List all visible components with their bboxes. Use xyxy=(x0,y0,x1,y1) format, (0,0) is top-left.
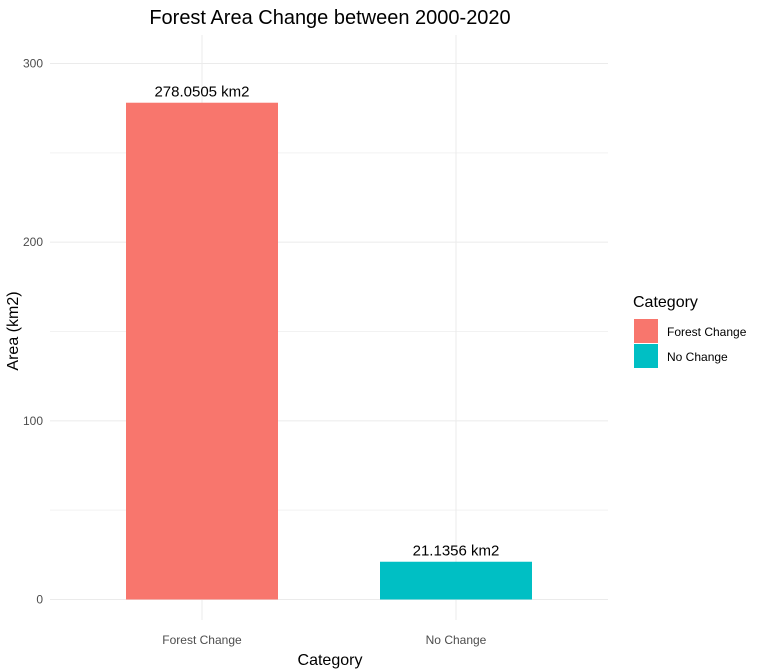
bar-value-label: 21.1356 km2 xyxy=(413,543,500,560)
legend-title: Category xyxy=(633,294,698,311)
y-tick-label: 100 xyxy=(23,414,43,428)
y-tick-label: 200 xyxy=(23,235,43,249)
y-tick-label: 300 xyxy=(23,57,43,71)
legend-swatch xyxy=(634,319,658,343)
x-tick-label: Forest Change xyxy=(162,633,242,647)
legend-label: No Change xyxy=(667,350,728,364)
legend: Category Forest Change No Change xyxy=(633,294,747,368)
data-labels: 278.0505 km2 21.1356 km2 xyxy=(154,84,499,560)
bar-forest-change xyxy=(126,102,278,600)
legend-label: Forest Change xyxy=(667,325,747,339)
bar-no-change xyxy=(380,561,532,600)
x-tick-label: No Change xyxy=(426,633,487,647)
x-axis-ticks: Forest Change No Change xyxy=(162,633,486,647)
y-tick-label: 0 xyxy=(36,593,43,607)
y-axis-ticks: 0 100 200 300 xyxy=(23,57,43,607)
chart-title: Forest Area Change between 2000-2020 xyxy=(149,7,510,29)
legend-swatch xyxy=(634,344,658,368)
x-axis-title: Category xyxy=(298,652,363,669)
bar-value-label: 278.0505 km2 xyxy=(154,84,249,101)
y-axis-title: Area (km2) xyxy=(5,291,22,370)
bars xyxy=(126,102,532,600)
